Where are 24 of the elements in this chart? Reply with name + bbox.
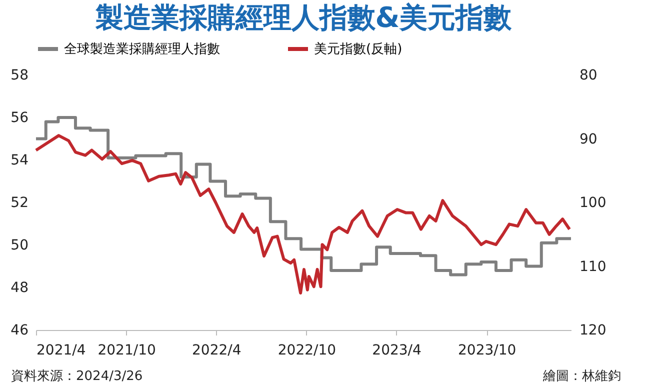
x-tick-label: 2023/10 [458, 342, 516, 358]
y2-tick-label: 80 [580, 68, 598, 84]
legend-label: 全球製造業採購經理人指數 [64, 42, 220, 57]
y-tick-label: 54 [10, 152, 29, 168]
y-tick-label: 50 [10, 238, 28, 254]
source-note: 資料來源：2024/3/26 [11, 369, 143, 384]
y2-tick-label: 110 [580, 258, 606, 275]
x-tick-label: 2023/4 [372, 342, 422, 358]
text: 繪圖：林維鈞 [542, 369, 621, 384]
y-tick-label: 48 [10, 280, 28, 296]
legend-label: 美元指數(反軸) [314, 41, 402, 57]
chart-title: 製造業採購經理人指數&美元指數 [94, 1, 513, 34]
y2-tick-label: 90 [580, 131, 598, 148]
line-series [34, 134, 572, 295]
y-tick-label: 52 [10, 195, 28, 211]
x-tick-label: 2021/10 [98, 342, 156, 358]
y-tick-label: 58 [10, 68, 28, 84]
x-tick-label: 2022/4 [192, 342, 242, 358]
x-tick-label: 2021/4 [36, 342, 86, 358]
y-tick-label: 46 [10, 322, 29, 338]
y-tick-label: 56 [10, 110, 29, 126]
x-tick-label: 2022/10 [278, 342, 336, 358]
y2-tick-label: 100 [580, 195, 606, 211]
y2-tick-label: 120 [580, 322, 606, 338]
